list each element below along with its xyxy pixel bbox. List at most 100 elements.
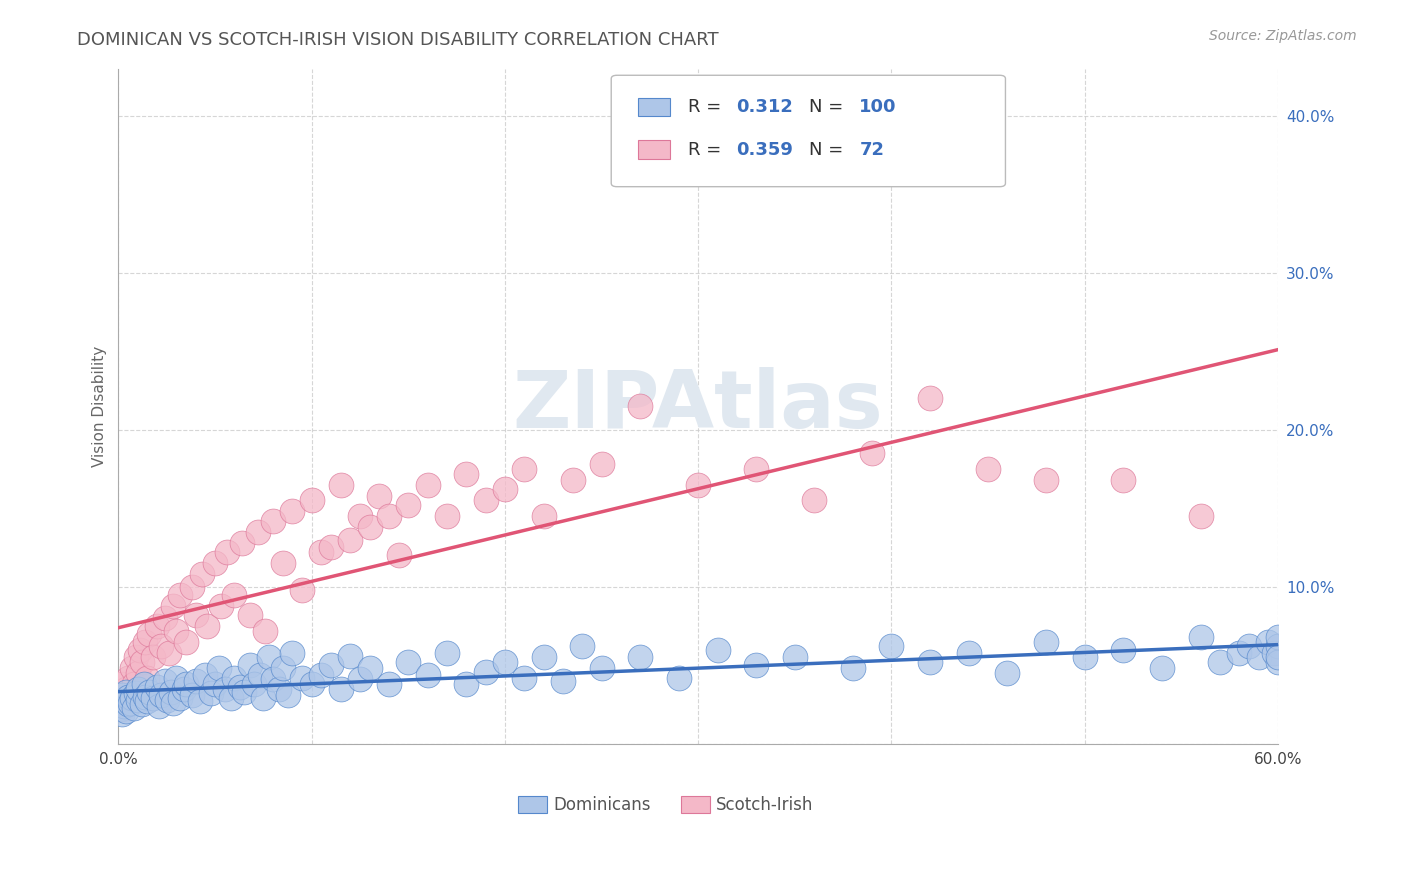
Point — [148, 699, 170, 714]
Point — [1035, 473, 1057, 487]
Point — [215, 545, 238, 559]
Point — [301, 493, 323, 508]
Point — [920, 392, 942, 406]
Point — [115, 685, 138, 699]
Point — [591, 457, 613, 471]
Point — [239, 607, 262, 622]
Text: N =: N = — [810, 98, 849, 116]
Text: 0.359: 0.359 — [737, 141, 793, 159]
Point — [254, 624, 277, 638]
Point — [359, 661, 381, 675]
Point — [1073, 650, 1095, 665]
Text: R =: R = — [688, 141, 727, 159]
Point — [149, 640, 172, 654]
Point — [842, 661, 865, 675]
FancyBboxPatch shape — [519, 796, 547, 813]
Point — [121, 661, 143, 675]
Point — [174, 677, 197, 691]
Point — [180, 580, 202, 594]
Point — [157, 646, 180, 660]
Point — [110, 702, 132, 716]
Point — [118, 696, 141, 710]
Point — [1237, 640, 1260, 654]
Point — [134, 634, 156, 648]
Point — [169, 588, 191, 602]
Point — [233, 685, 256, 699]
Point — [329, 681, 352, 696]
Point — [281, 646, 304, 660]
Point — [239, 658, 262, 673]
Text: 72: 72 — [859, 141, 884, 159]
Point — [200, 686, 222, 700]
Point — [112, 694, 135, 708]
Point — [416, 667, 439, 681]
Point — [117, 671, 139, 685]
Point — [138, 627, 160, 641]
Point — [1209, 655, 1232, 669]
Point — [134, 690, 156, 704]
Point — [494, 483, 516, 497]
Point — [184, 673, 207, 688]
Point — [281, 504, 304, 518]
Point — [628, 650, 651, 665]
Point — [995, 666, 1018, 681]
Point — [224, 588, 246, 602]
Point — [146, 680, 169, 694]
Point — [860, 446, 883, 460]
Point — [162, 696, 184, 710]
Point — [132, 677, 155, 691]
Point — [118, 690, 141, 704]
Point — [111, 688, 134, 702]
Point — [122, 700, 145, 714]
Point — [1257, 634, 1279, 648]
Point — [173, 681, 195, 696]
Point — [436, 646, 458, 660]
Point — [311, 667, 333, 681]
Point — [349, 509, 371, 524]
Text: Dominicans: Dominicans — [553, 796, 651, 814]
Point — [416, 477, 439, 491]
Point — [396, 498, 419, 512]
Point — [249, 667, 271, 681]
Point — [174, 634, 197, 648]
Point — [474, 493, 496, 508]
Point — [219, 691, 242, 706]
Point — [745, 462, 768, 476]
Point — [533, 650, 555, 665]
Point — [127, 681, 149, 696]
Point — [561, 473, 583, 487]
Point — [146, 619, 169, 633]
Point — [111, 702, 134, 716]
Text: R =: R = — [688, 98, 727, 116]
Point — [513, 671, 536, 685]
Point — [456, 467, 478, 481]
Point — [1267, 640, 1289, 654]
Point — [571, 640, 593, 654]
Point — [209, 599, 232, 613]
Text: Scotch-Irish: Scotch-Irish — [716, 796, 813, 814]
Text: 0.312: 0.312 — [737, 98, 793, 116]
Point — [165, 624, 187, 638]
FancyBboxPatch shape — [681, 796, 710, 813]
Point — [349, 673, 371, 687]
Point — [224, 671, 246, 685]
Point — [494, 655, 516, 669]
Point — [180, 688, 202, 702]
Point — [396, 655, 419, 669]
Point — [112, 693, 135, 707]
Point — [277, 688, 299, 702]
Point — [1263, 646, 1285, 660]
Point — [311, 545, 333, 559]
Point — [388, 549, 411, 563]
Point — [188, 694, 211, 708]
Point — [117, 698, 139, 712]
Point — [110, 698, 132, 712]
Point — [127, 693, 149, 707]
Point — [110, 693, 132, 707]
Point — [291, 582, 314, 597]
Point — [378, 677, 401, 691]
Point — [474, 665, 496, 679]
Point — [115, 704, 138, 718]
Point — [339, 533, 361, 547]
Point — [1267, 630, 1289, 644]
